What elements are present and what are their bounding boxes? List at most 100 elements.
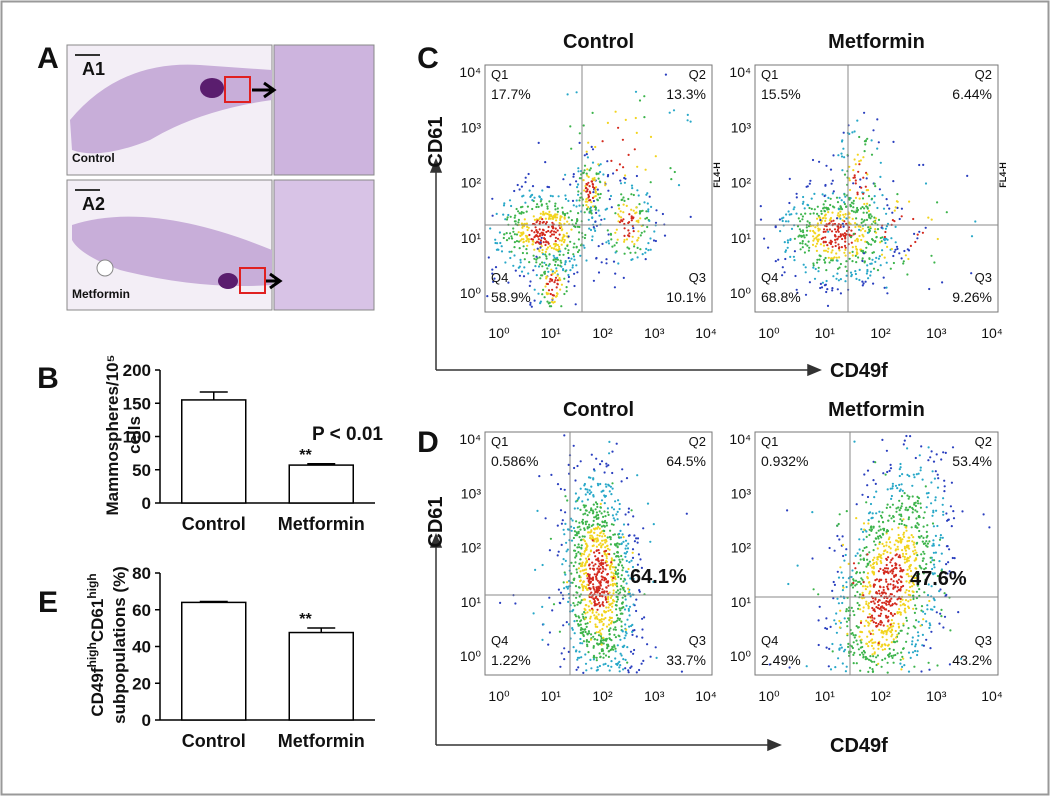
event-dot <box>885 212 888 215</box>
event-dot <box>610 665 613 668</box>
event-dot <box>561 563 564 566</box>
event-dot <box>896 590 899 593</box>
event-dot <box>619 560 622 563</box>
event-dot <box>586 200 589 203</box>
event-dot <box>584 653 587 656</box>
event-dot <box>584 493 587 496</box>
event-dot <box>641 628 644 631</box>
event-dot <box>569 210 572 213</box>
event-dot <box>575 554 578 558</box>
event-dot <box>816 258 819 261</box>
error-bar <box>307 627 336 633</box>
event-dot <box>837 243 840 246</box>
event-dot <box>607 239 610 242</box>
event-dot <box>539 212 542 215</box>
event-dot <box>573 272 576 275</box>
event-dot <box>795 288 798 291</box>
event-dot <box>833 549 836 552</box>
event-dot <box>620 564 624 567</box>
event-dot <box>831 192 835 195</box>
event-dot <box>951 446 955 449</box>
event-dot <box>861 257 864 260</box>
event-dot <box>861 259 864 263</box>
event-dot <box>829 668 833 671</box>
event-dot <box>799 220 802 223</box>
event-dot <box>558 630 562 633</box>
event-dot <box>847 617 850 620</box>
event-dot <box>886 570 889 573</box>
event-dot <box>902 624 905 627</box>
event-dot <box>620 198 623 202</box>
event-dot <box>881 648 884 651</box>
event-dot <box>774 225 777 228</box>
event-dot <box>538 475 541 478</box>
event-dot <box>566 93 569 96</box>
event-dot <box>531 207 534 211</box>
event-dot <box>867 581 871 584</box>
event-dot <box>604 662 607 666</box>
event-dot <box>893 612 896 616</box>
event-dot <box>900 668 903 671</box>
event-dot <box>528 233 531 237</box>
event-dot <box>912 536 915 539</box>
event-dot <box>862 649 866 653</box>
event-dot <box>915 607 918 610</box>
event-dot <box>905 619 909 622</box>
event-dot <box>548 263 551 266</box>
event-dot <box>567 585 570 588</box>
event-dot <box>854 163 857 166</box>
event-dot <box>918 163 921 167</box>
event-dot <box>863 111 866 114</box>
event-dot <box>637 236 640 239</box>
event-dot <box>595 611 598 614</box>
event-dot <box>553 300 556 303</box>
event-dot <box>826 207 830 210</box>
event-dot <box>870 517 873 520</box>
event-dot <box>872 282 875 285</box>
event-dot <box>862 211 865 214</box>
event-dot <box>554 231 558 234</box>
event-dot <box>596 579 600 582</box>
event-dot <box>582 171 585 174</box>
event-dot <box>563 217 566 220</box>
event-dot <box>929 556 932 559</box>
event-dot <box>858 228 861 231</box>
event-dot <box>908 567 911 570</box>
event-dot <box>831 179 834 182</box>
event-dot <box>807 204 810 207</box>
event-dot <box>685 512 688 515</box>
event-dot <box>593 516 596 519</box>
event-dot <box>876 606 880 610</box>
plot-title: Metformin <box>828 399 925 421</box>
event-dot <box>634 90 638 93</box>
event-dot <box>579 637 582 641</box>
event-dot <box>887 583 890 586</box>
event-dot <box>566 587 569 590</box>
event-dot <box>576 271 579 274</box>
event-dot <box>863 624 866 628</box>
event-dot <box>946 545 949 548</box>
event-dot <box>812 264 815 267</box>
event-dot <box>591 183 595 186</box>
event-dot <box>515 240 519 243</box>
event-dot <box>854 239 857 242</box>
event-dot <box>893 640 896 644</box>
event-dot <box>582 513 585 516</box>
event-dot <box>890 619 894 622</box>
x-tick-label: 10¹ <box>541 688 562 704</box>
event-dot <box>536 203 539 206</box>
event-dot <box>567 463 570 466</box>
event-dot <box>881 601 884 604</box>
event-dot <box>607 650 610 653</box>
event-dot <box>614 570 618 574</box>
event-dot <box>825 627 829 631</box>
event-dot <box>883 256 886 259</box>
event-dot <box>654 646 657 649</box>
event-dot <box>568 260 571 263</box>
event-dot <box>823 194 826 198</box>
event-dot <box>689 120 692 123</box>
event-dot <box>877 589 881 592</box>
event-dot <box>905 580 908 583</box>
event-dot <box>586 577 589 580</box>
event-dot <box>563 488 566 491</box>
